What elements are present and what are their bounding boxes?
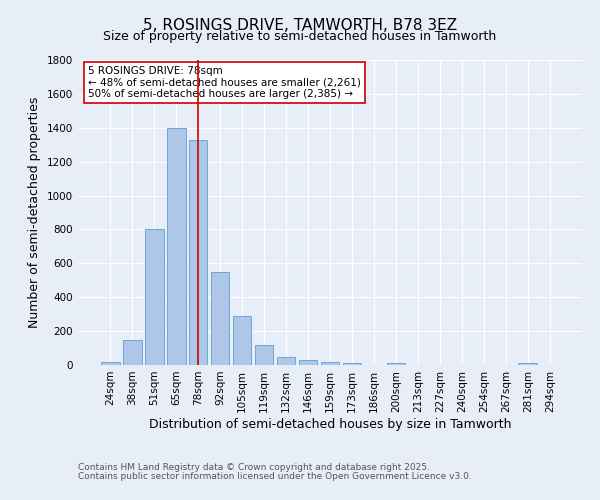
Bar xyxy=(255,344,274,365)
Bar xyxy=(299,360,317,365)
Bar xyxy=(518,364,537,365)
Bar xyxy=(123,340,142,365)
Bar xyxy=(145,228,164,365)
Text: 5 ROSINGS DRIVE: 78sqm
← 48% of semi-detached houses are smaller (2,261)
50% of : 5 ROSINGS DRIVE: 78sqm ← 48% of semi-det… xyxy=(88,66,361,100)
Bar xyxy=(189,140,208,365)
Bar xyxy=(167,128,185,365)
Bar xyxy=(211,272,229,365)
Bar xyxy=(233,316,251,365)
Bar xyxy=(343,364,361,365)
Y-axis label: Number of semi-detached properties: Number of semi-detached properties xyxy=(28,97,41,328)
Text: 5, ROSINGS DRIVE, TAMWORTH, B78 3EZ: 5, ROSINGS DRIVE, TAMWORTH, B78 3EZ xyxy=(143,18,457,32)
Bar xyxy=(386,364,405,365)
Text: Size of property relative to semi-detached houses in Tamworth: Size of property relative to semi-detach… xyxy=(103,30,497,43)
Bar xyxy=(101,362,119,365)
Bar xyxy=(277,356,295,365)
Text: Contains public sector information licensed under the Open Government Licence v3: Contains public sector information licen… xyxy=(78,472,472,481)
Text: Contains HM Land Registry data © Crown copyright and database right 2025.: Contains HM Land Registry data © Crown c… xyxy=(78,464,430,472)
X-axis label: Distribution of semi-detached houses by size in Tamworth: Distribution of semi-detached houses by … xyxy=(149,418,511,430)
Bar xyxy=(320,362,340,365)
